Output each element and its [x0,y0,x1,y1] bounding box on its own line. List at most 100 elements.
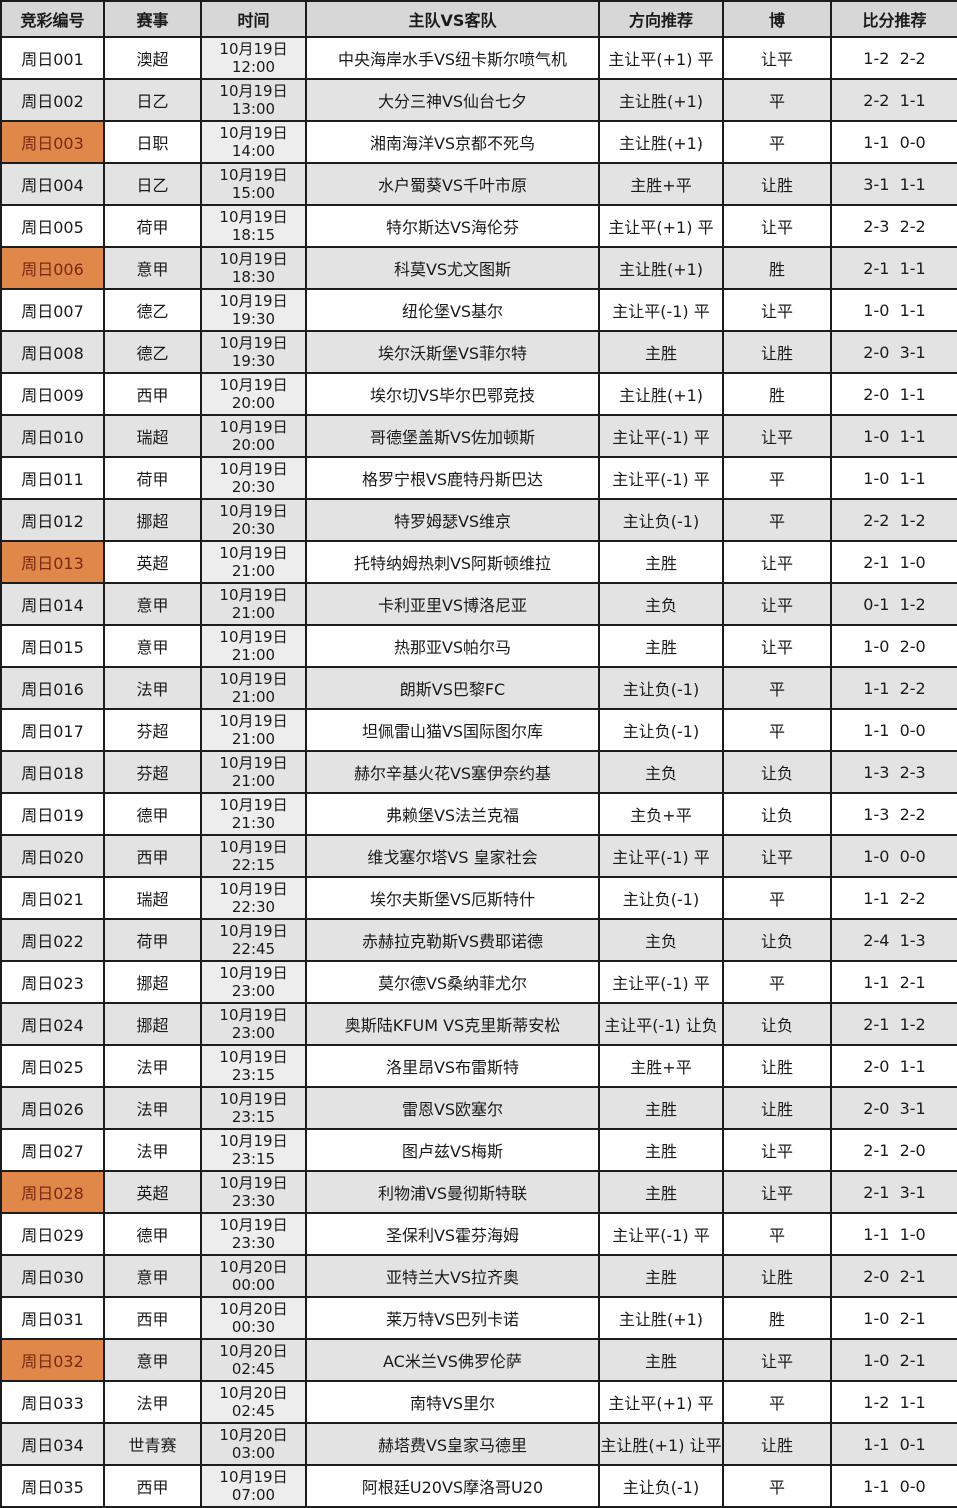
table-row: 周日006 意甲 10月19日 18:30 科莫VS尤文图斯 主让胜(+1) 胜 2-1 1-… [0,246,957,290]
cell-bet: 平 [722,708,832,752]
match-date: 10月19日 [219,628,288,646]
cell-time: 10月19日 23:30 [200,1170,307,1214]
match-start-time: 23:00 [231,1024,276,1042]
cell-time: 10月19日 21:00 [200,624,307,668]
cell-league: 德甲 [103,1212,202,1256]
cell-match-id: 周日020 [0,834,105,878]
cell-bet: 让胜 [722,330,832,374]
cell-teams: 赫尔辛基火花VS塞伊奈约基 [305,750,600,794]
cell-match-id: 周日001 [0,36,105,80]
cell-direction: 主让负(-1) [598,666,724,710]
cell-teams: 大分三神VS仙台七夕 [305,78,600,122]
cell-score: 1-1 0-1 [830,1422,957,1466]
cell-match-id: 周日021 [0,876,105,920]
cell-teams: 弗赖堡VS法兰克福 [305,792,600,836]
match-date: 10月19日 [219,586,288,604]
match-start-time: 19:30 [231,352,276,370]
table-header: 竞彩编号 赛事 时间 主队VS客队 方向推荐 博 比分推荐 [0,0,957,38]
cell-bet: 平 [722,78,832,122]
cell-match-id: 周日022 [0,918,105,962]
cell-league: 法甲 [103,1044,202,1088]
cell-league: 意甲 [103,1338,202,1382]
cell-bet: 让胜 [722,1422,832,1466]
cell-match-id: 周日010 [0,414,105,458]
cell-league: 德甲 [103,792,202,836]
cell-match-id: 周日030 [0,1254,105,1298]
cell-league: 西甲 [103,372,202,416]
table-row: 周日029 德甲 10月19日 23:30 圣保利VS霍芬海姆 主让平(-1) 平平 1-1… [0,1212,957,1256]
table-row: 周日007 德乙 10月19日 19:30 纽伦堡VS基尔 主让平(-1) 平让平 1-0 … [0,288,957,332]
cell-time: 10月19日 22:30 [200,876,307,920]
cell-bet: 让负 [722,792,832,836]
cell-bet: 胜 [722,1296,832,1340]
cell-league: 挪超 [103,960,202,1004]
cell-time: 10月19日 21:30 [200,792,307,836]
match-date: 10月19日 [219,166,288,184]
cell-score: 2-2 1-1 [830,78,957,122]
table-row: 周日018 芬超 10月19日 21:00 赫尔辛基火花VS塞伊奈约基 主负 让负 1-3 2… [0,750,957,794]
cell-score: 2-0 3-1 [830,1086,957,1130]
table-row: 周日001 澳超 10月19日 12:00 中央海岸水手VS纽卡斯尔喷气机 主让平(+1)… [0,36,957,80]
cell-match-id: 周日026 [0,1086,105,1130]
cell-direction: 主让负(-1) [598,876,724,920]
cell-match-id: 周日005 [0,204,105,248]
cell-bet: 让负 [722,1002,832,1046]
match-start-time: 23:15 [231,1066,276,1084]
match-date: 10月19日 [219,838,288,856]
cell-match-id: 周日018 [0,750,105,794]
cell-bet: 让平 [722,36,832,80]
cell-bet: 平 [722,666,832,710]
match-date: 10月19日 [219,418,288,436]
cell-time: 10月19日 18:30 [200,246,307,290]
match-date: 10月19日 [219,1006,288,1024]
cell-time: 10月20日 03:00 [200,1422,307,1466]
column-header-bet: 博 [722,0,832,38]
cell-time: 10月19日 21:00 [200,750,307,794]
table-row: 周日016 法甲 10月19日 21:00 朗斯VS巴黎FC 主让负(-1) 平 1-1 2-… [0,666,957,710]
cell-direction: 主让胜(+1) [598,78,724,122]
cell-time: 10月19日 18:15 [200,204,307,248]
cell-match-id: 周日007 [0,288,105,332]
cell-score: 2-0 2-1 [830,1254,957,1298]
table-row: 周日035 西甲 10月19日 07:00 阿根廷U20VS摩洛哥U20 主让负(-1) 平… [0,1464,957,1508]
table-row: 周日012 挪超 10月19日 20:30 特罗姆瑟VS维京 主让负(-1) 平 2-2 1-… [0,498,957,542]
table-row: 周日004 日乙 10月19日 15:00 水户蜀葵VS千叶市原 主胜+平 让胜 3-1 1-… [0,162,957,206]
cell-direction: 主胜 [598,1338,724,1382]
cell-direction: 主让负(-1) [598,708,724,752]
cell-time: 10月20日 02:45 [200,1338,307,1382]
cell-score: 1-1 0-0 [830,120,957,164]
cell-direction: 主胜 [598,1128,724,1172]
match-start-time: 03:00 [231,1444,276,1462]
match-date: 10月19日 [219,502,288,520]
match-date: 10月19日 [219,964,288,982]
cell-direction: 主胜 [598,1254,724,1298]
match-start-time: 20:00 [231,436,276,454]
cell-time: 10月19日 19:30 [200,288,307,332]
cell-match-id: 周日027 [0,1128,105,1172]
cell-league: 瑞超 [103,414,202,458]
cell-league: 英超 [103,1170,202,1214]
column-header-teams: 主队VS客队 [305,0,600,38]
cell-bet: 平 [722,498,832,542]
cell-bet: 平 [722,1212,832,1256]
cell-league: 荷甲 [103,456,202,500]
cell-bet: 让平 [722,624,832,668]
match-start-time: 02:45 [231,1360,276,1378]
cell-league: 意甲 [103,246,202,290]
cell-match-id: 周日024 [0,1002,105,1046]
cell-teams: 哥德堡盖斯VS佐加顿斯 [305,414,600,458]
cell-league: 芬超 [103,708,202,752]
cell-match-id: 周日032 [0,1338,105,1382]
match-date: 10月19日 [219,208,288,226]
cell-score: 2-2 1-2 [830,498,957,542]
table-row: 周日015 意甲 10月19日 21:00 热那亚VS帕尔马 主胜 让平 1-0 2-0 [0,624,957,668]
cell-league: 意甲 [103,624,202,668]
cell-bet: 让平 [722,540,832,584]
cell-match-id: 周日002 [0,78,105,122]
cell-teams: 埃尔夫斯堡VS厄斯特什 [305,876,600,920]
cell-bet: 胜 [722,246,832,290]
cell-teams: 中央海岸水手VS纽卡斯尔喷气机 [305,36,600,80]
table-row: 周日010 瑞超 10月19日 20:00 哥德堡盖斯VS佐加顿斯 主让平(-1) 平让平… [0,414,957,458]
cell-teams: 赫塔费VS皇家马德里 [305,1422,600,1466]
